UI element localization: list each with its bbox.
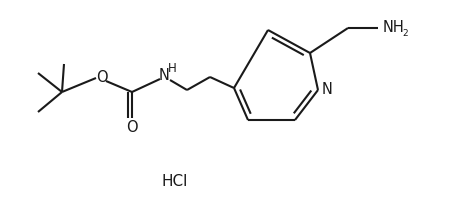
Text: H: H	[168, 63, 176, 75]
Text: 2: 2	[402, 29, 408, 37]
Text: N: N	[158, 68, 170, 82]
Text: N: N	[322, 82, 332, 97]
Text: HCl: HCl	[162, 174, 188, 189]
Text: O: O	[96, 70, 108, 85]
Text: NH: NH	[383, 19, 405, 34]
Text: O: O	[126, 121, 138, 136]
